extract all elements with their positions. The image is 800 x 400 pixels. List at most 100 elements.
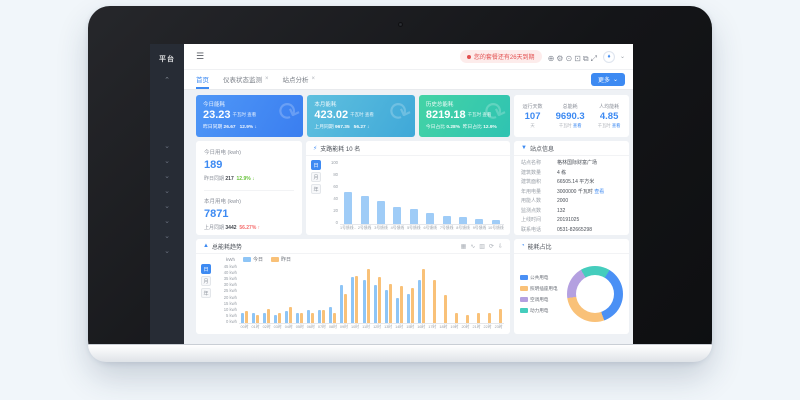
settings-icon[interactable]: ⚙ — [556, 53, 564, 63]
toggle-年[interactable]: 年 — [311, 184, 321, 194]
tab-label: 仪表状态监测 — [223, 76, 262, 84]
bar-slot: 1号馈线… — [340, 160, 357, 232]
close-icon[interactable]: × — [265, 75, 269, 82]
x-tick: 02时 — [262, 325, 271, 329]
bar-slot: 7号馈线 — [438, 160, 455, 232]
sidebar-item-collapsed-5[interactable]: ⌄ — [164, 218, 170, 225]
bar-chart-icon[interactable]: ▥ — [479, 243, 485, 250]
theme-icon[interactable]: ⧉ — [582, 53, 589, 63]
legend-label: 公共用电 — [530, 274, 549, 280]
stat-run-days: 运行天数 107 天 — [522, 104, 543, 128]
x-tick: 16时 — [417, 325, 426, 329]
bar-昨日 — [399, 286, 403, 323]
info-value: 4 栋 — [557, 169, 567, 176]
bar-今日 — [296, 312, 300, 323]
refresh-icon[interactable]: ⟳ — [488, 243, 494, 250]
legend-item[interactable]: 今日 — [243, 256, 263, 263]
bar-area — [493, 264, 505, 324]
shield-icon[interactable]: ⊡ — [574, 53, 581, 63]
sidebar-item-collapsed-7[interactable]: ⌄ — [164, 248, 170, 255]
legend-label: 照明插座用电 — [530, 285, 558, 291]
toggle-月[interactable]: 月 — [311, 172, 321, 182]
bar-昨日 — [454, 312, 458, 323]
bar-今日 — [417, 279, 421, 323]
info-value: 0531-82665298 — [557, 226, 593, 233]
sidebar-item-collapsed-4[interactable]: ⌄ — [164, 203, 170, 210]
bar-slot: 10号馈线 — [487, 160, 505, 232]
view-link[interactable]: 查看 — [594, 188, 605, 195]
main-area: ☰ 您的套餐还有26天到期 ⊕ ⚙ ⊙ ⊡ ⧉ ⤢ ♦ ⌄ 首页 仪表状 — [184, 44, 633, 344]
sidebar-item-collapsed-6[interactable]: ⌄ — [164, 233, 170, 240]
bar-group: 03时 — [272, 264, 284, 331]
pie-legend: 公共用电照明插座用电空调用电动力用电 — [520, 275, 558, 314]
bar-昨日 — [410, 287, 414, 323]
bar-area — [340, 160, 357, 225]
table-icon[interactable]: ▦ — [460, 243, 467, 250]
legend-item[interactable]: 空调用电 — [520, 297, 558, 303]
y-tick: 20 kwh — [223, 294, 237, 300]
bar-group: 04时 — [283, 264, 295, 331]
x-tick: 10时 — [350, 325, 359, 329]
fullscreen-icon[interactable]: ⤢ — [590, 53, 597, 63]
bar-昨日 — [311, 312, 315, 323]
view-link[interactable]: 查看 — [572, 123, 582, 128]
sidebar-item-collapsed-3[interactable]: ⌄ — [164, 188, 170, 195]
bar — [344, 192, 353, 224]
bar — [491, 220, 500, 224]
legend-item[interactable]: 照明插座用电 — [520, 286, 558, 292]
toggle-月[interactable]: 月 — [201, 276, 211, 286]
download-icon[interactable]: ⇩ — [497, 243, 503, 250]
app-logo: 平台 — [159, 56, 175, 63]
view-link[interactable]: 查看 — [364, 112, 374, 117]
bar — [393, 206, 402, 224]
license-alert-badge[interactable]: 您的套餐还有26天到期 — [459, 50, 542, 63]
x-tick: 07时 — [317, 325, 326, 329]
tab-2[interactable]: 站点分析 × — [283, 70, 316, 89]
scan-icon[interactable]: ⊕ — [547, 53, 555, 63]
x-tick: 7号馈线 — [439, 226, 454, 230]
x-tick: 21时 — [472, 325, 481, 329]
view-link[interactable]: 查看 — [247, 112, 257, 117]
y-tick: 100 — [331, 160, 338, 165]
tab-0[interactable]: 首页 — [196, 70, 209, 89]
legend-item[interactable]: 昨日 — [271, 256, 291, 263]
kpi-card-month[interactable]: 本月能耗 423.02 千瓦时 查看 上月同期 967.35 56.27 ↓ ⟳ — [307, 95, 415, 137]
sidebar-item-collapsed-1[interactable]: ⌄ — [164, 158, 170, 165]
x-tick: 04时 — [284, 325, 293, 329]
bar-area — [316, 264, 328, 324]
y-tick: 45 kwh — [223, 264, 237, 269]
bar-昨日 — [267, 308, 271, 323]
kpi-card-today[interactable]: 今日能耗 23.23 千瓦时 查看 昨日同期 26.67 12.9% ↓ ⟳ — [196, 95, 304, 137]
energy-mix-donut — [567, 266, 623, 322]
view-link[interactable]: 查看 — [611, 123, 621, 128]
more-button[interactable]: 更多 ⌄ — [590, 73, 625, 86]
site-info-row: 建筑数量 4 栋 — [521, 170, 622, 176]
line-chart-icon[interactable]: ∿ — [470, 243, 476, 250]
toggle-日[interactable]: 日 — [201, 264, 211, 274]
chevron-down-icon[interactable]: ⌄ — [619, 54, 625, 60]
close-icon[interactable]: × — [311, 75, 316, 82]
bar-group: 12时 — [371, 264, 383, 331]
tab-1[interactable]: 仪表状态监测 × — [223, 70, 269, 89]
sidebar-collapse-icon[interactable]: ⌃ — [164, 77, 170, 84]
sidebar-item-collapsed-0[interactable]: ⌄ — [164, 143, 170, 150]
legend-item[interactable]: 动力用电 — [520, 308, 558, 314]
toggle-年[interactable]: 年 — [201, 288, 211, 298]
bolt-icon: ⚡ — [313, 145, 318, 152]
toggle-日[interactable]: 日 — [311, 160, 321, 170]
divider — [204, 190, 294, 191]
message-icon[interactable]: ⊙ — [565, 53, 573, 63]
bar-group: 17时 — [426, 264, 438, 331]
y-tick: 20 — [333, 208, 338, 213]
kpi-card-total[interactable]: 历史总能耗 8219.18 千瓦时 查看 今日占比 0.28% 昨日占比 12.9… — [418, 95, 511, 137]
view-link[interactable]: 查看 — [482, 112, 492, 117]
x-tick: 11时 — [362, 325, 370, 329]
avatar[interactable]: ♦ — [602, 50, 615, 63]
menu-toggle-icon[interactable]: ☰ — [196, 51, 205, 61]
legend-chip — [520, 297, 528, 302]
legend-item[interactable]: 公共用电 — [520, 275, 558, 281]
summary-stats-panel: 运行天数 107 天 总能耗 9690.3 千瓦时 查看 人均能耗 — [514, 95, 630, 137]
sidebar-item-collapsed-2[interactable]: ⌄ — [164, 173, 170, 180]
x-tick: 1号馈线… — [340, 226, 357, 230]
bar-昨日 — [278, 312, 282, 323]
